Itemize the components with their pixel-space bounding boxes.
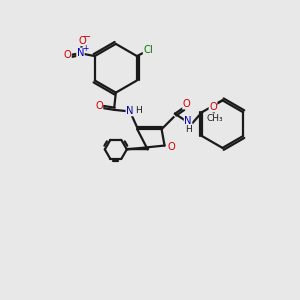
Text: N: N [126,106,134,116]
Text: H: H [135,106,142,115]
Text: H: H [185,125,192,134]
Text: +: + [82,44,88,53]
Text: N: N [184,116,192,127]
Text: O: O [78,36,86,46]
Text: CH₃: CH₃ [206,114,223,123]
Text: N: N [77,48,84,58]
Text: O: O [183,99,190,109]
Text: O: O [167,142,175,152]
Text: O: O [64,50,71,61]
Text: Cl: Cl [143,45,153,55]
Text: O: O [209,102,217,112]
Text: −: − [83,32,91,42]
Text: O: O [95,101,103,111]
